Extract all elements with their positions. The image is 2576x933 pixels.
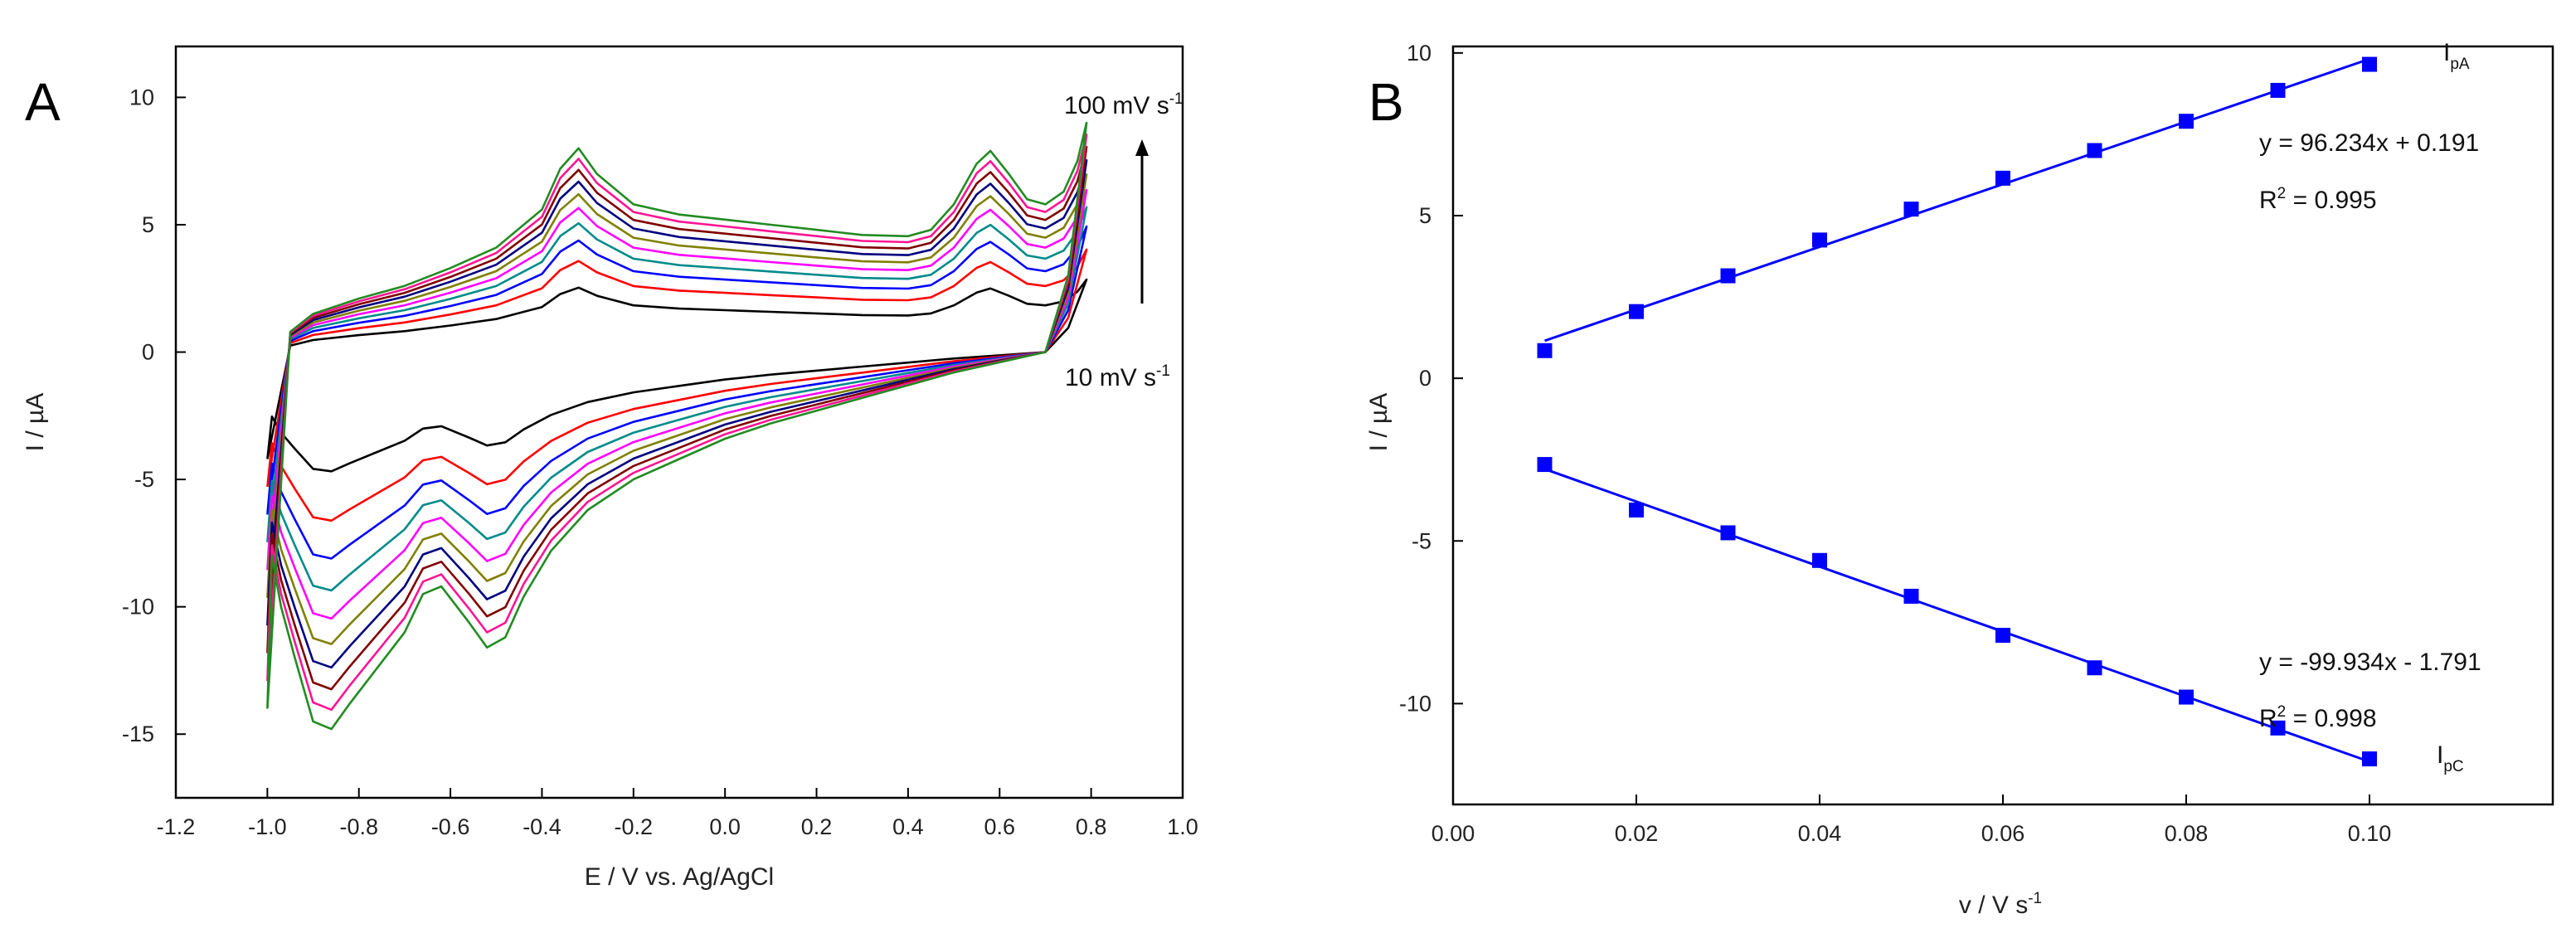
panel-b-axes: 0.00 0.02 0.04 0.06 0.08 0.10 -10 -5 0 5 10 (1399, 41, 2391, 846)
data-point-pa (1812, 232, 1827, 248)
panel-b-y-tick-label: 5 (1419, 203, 1431, 228)
panel-b-x-tick-label: 0.04 (1798, 821, 1842, 846)
cv-curve-60-mv-s (266, 173, 1088, 645)
data-point-pa (1720, 268, 1736, 284)
data-point-pa (1995, 170, 2010, 186)
panel-a-y-tick-label: 10 (129, 85, 154, 109)
data-point-pc (2087, 660, 2102, 676)
data-point-pa (2270, 82, 2286, 98)
cv-curve-10-mv-s (266, 278, 1088, 473)
panel-b-x-tick-label: 0.10 (2348, 821, 2392, 846)
cv-curve-20-mv-s (266, 248, 1088, 522)
fit-line-pa (1544, 57, 2370, 343)
panel-a-y-tick-label: 5 (142, 212, 154, 237)
panel-a-x-tick-label: 0.2 (801, 814, 833, 839)
panel-a-letter: A (25, 72, 61, 132)
label-ipa: IpA (2443, 39, 2470, 73)
panel-b-x-tick-label: 0.00 (1431, 821, 1475, 846)
data-point-pa (2362, 56, 2377, 72)
data-point-pa (1537, 343, 1553, 358)
cv-curve-70-mv-s (266, 159, 1088, 669)
fit-line-pc (1543, 468, 2370, 763)
cv-curve-40-mv-s (266, 206, 1088, 592)
data-point-pc (2179, 689, 2194, 705)
scan-rate-arrowhead (1135, 139, 1149, 156)
panel-a-y-axis-title: I / µA (22, 393, 49, 452)
panel-a-x-tick-label: 0.6 (984, 814, 1015, 839)
panel-a-x-axis-title: E / V vs. Ag/AgCl (585, 863, 774, 891)
panel-a-cyclic-voltammograms: A -1.2 -1.0 -0.8 -0.6 -0.4 -0.2 0.0 0.2 0.4 0.6 0.… (22, 45, 1198, 891)
panel-a-axes: -1.2 -1.0 -0.8 -0.6 -0.4 -0.2 0.0 0.2 0.4 0.6 0.8 1… (122, 85, 1198, 839)
panel-b-series (1537, 56, 2377, 767)
data-point-pa (1903, 202, 1919, 217)
panel-b-x-axis-title: v / V s-1 (1959, 890, 2042, 919)
panel-a-x-tick-label: -0.4 (522, 814, 561, 839)
cv-curve-80-mv-s (266, 146, 1088, 691)
panel-a-y-tick-label: -10 (122, 595, 154, 620)
equation-ipa: y = 96.234x + 0.191 (2259, 129, 2479, 157)
cv-curve-100-mv-s (266, 121, 1088, 731)
data-point-pa (2087, 143, 2102, 158)
panel-b-x-tick-label: 0.08 (2165, 821, 2209, 846)
data-point-pc (2362, 751, 2377, 767)
annotation-10-mv: 10 mV s-1 (1065, 362, 1170, 391)
panel-a-x-tick-label: -0.6 (431, 814, 470, 839)
data-point-pa (1629, 304, 1644, 319)
panel-b-y-axis-title: I / µA (1365, 393, 1392, 452)
cv-curve-90-mv-s (266, 134, 1088, 712)
panel-a-y-tick-label: -15 (122, 722, 154, 746)
equation-ipc: y = -99.934x - 1.791 (2259, 649, 2481, 676)
data-point-pc (1537, 457, 1553, 473)
panel-b-y-tick-label: 10 (1407, 41, 1431, 66)
panel-b-y-tick-label: -5 (1412, 528, 1431, 553)
panel-a-x-tick-label: -0.2 (615, 814, 654, 839)
panel-a-x-tick-label: -1.0 (248, 814, 287, 839)
panel-a-x-tick-label: 1.0 (1167, 814, 1198, 839)
panel-b-plot-frame (1451, 45, 2554, 806)
panel-a-x-tick-label: 0.0 (709, 814, 741, 839)
panel-a-curves (266, 121, 1088, 731)
annotation-100-mv: 100 mV s-1 (1064, 90, 1184, 119)
panel-a-y-tick-label: 0 (142, 340, 154, 365)
r2-ipc: R2 = 0.998 (2259, 703, 2377, 732)
r2-ipa: R2 = 0.995 (2259, 185, 2377, 214)
cv-curve-30-mv-s (266, 225, 1088, 560)
panel-b-y-tick-label: 0 (1419, 366, 1431, 391)
panel-b-x-tick-label: 0.02 (1615, 821, 1659, 846)
cv-curve-50-mv-s (266, 188, 1088, 620)
panel-a-y-tick-label: -5 (134, 467, 154, 492)
panel-b-letter: B (1368, 72, 1404, 132)
panel-a-x-tick-label: -0.8 (339, 814, 378, 839)
label-ipc: IpC (2437, 741, 2464, 775)
data-point-pc (1903, 588, 1919, 604)
panel-b-y-tick-label: -10 (1399, 691, 1431, 716)
panel-a-plot-frame (174, 45, 1184, 799)
data-point-pc (1812, 552, 1827, 568)
data-point-pc (1995, 628, 2010, 644)
data-point-pa (2179, 114, 2194, 129)
data-point-pc (1720, 525, 1736, 541)
panel-a-x-tick-label: -1.2 (157, 814, 196, 839)
data-point-pc (2270, 720, 2286, 736)
data-point-pc (1629, 502, 1644, 518)
panel-a-x-tick-label: 0.4 (892, 814, 924, 839)
panel-b-x-tick-label: 0.06 (1981, 821, 2025, 846)
panel-a-x-tick-label: 0.8 (1076, 814, 1107, 839)
